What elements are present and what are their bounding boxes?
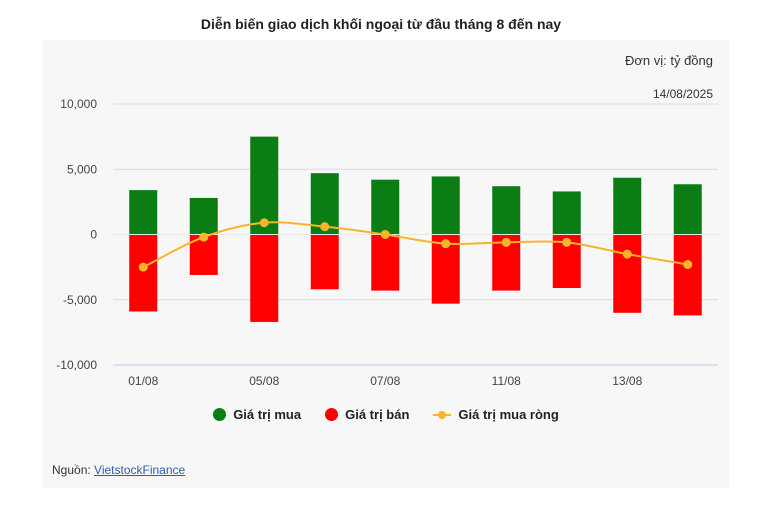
sell-bar — [613, 234, 642, 313]
sell-bar — [129, 234, 158, 312]
buy-bar — [613, 177, 642, 235]
legend-buy-label: Giá trị mua — [233, 407, 302, 422]
sell-bar — [673, 234, 702, 316]
date-label: 14/08/2025 — [652, 87, 713, 101]
y-tick-label: 0 — [90, 228, 97, 242]
source-label: Nguồn: — [52, 463, 91, 477]
chart-legend: Giá trị mua Giá trị bán Giá trị mua ròng — [43, 407, 729, 422]
net-point — [622, 249, 632, 259]
unit-label: Đơn vị: tỷ đồng — [624, 53, 713, 68]
y-tick-label: -10,000 — [56, 358, 97, 372]
legend-item-buy[interactable]: Giá trị mua — [213, 407, 301, 422]
buy-bar — [371, 179, 400, 235]
net-point — [138, 262, 148, 272]
sell-bar — [310, 234, 339, 290]
chart-panel: Đơn vị: tỷ đồng 14/08/2025 10,000 5,000 0 -… — [43, 40, 729, 488]
buy-bar — [552, 191, 581, 235]
buy-bar — [492, 186, 521, 235]
buy-bar — [129, 190, 158, 235]
legend-buy-marker — [213, 408, 227, 421]
buy-bar — [189, 197, 218, 235]
net-point — [259, 218, 269, 228]
net-line — [142, 221, 688, 269]
y-tick-label: -5,000 — [63, 293, 97, 307]
x-tick-label: 11/08 — [492, 374, 521, 388]
x-tick-label: 07/08 — [370, 374, 400, 388]
net-point — [501, 237, 511, 247]
net-point — [441, 239, 451, 249]
sell-bar — [371, 234, 400, 291]
legend-item-sell[interactable]: Giá trị bán — [325, 407, 409, 422]
net-point — [320, 222, 330, 232]
buy-bar — [673, 184, 702, 235]
y-tick-label: 10,000 — [60, 97, 97, 111]
buy-bar — [250, 136, 279, 235]
net-point — [199, 232, 209, 242]
legend-item-net[interactable]: Giá trị mua ròng — [433, 407, 559, 422]
buy-bar — [431, 176, 460, 235]
chart-title: Diễn biến giao dịch khối ngoại từ đầu th… — [200, 16, 562, 32]
source-line: Nguồn: VietstockFinance — [52, 463, 185, 477]
x-tick-label: 01/08 — [128, 374, 158, 388]
legend-sell-label: Giá trị bán — [345, 407, 410, 422]
legend-net-label: Giá trị mua ròng — [458, 407, 559, 422]
net-point — [683, 260, 693, 270]
legend-sell-marker — [325, 408, 339, 421]
net-point — [380, 230, 390, 239]
source-link[interactable]: VietstockFinance — [94, 463, 186, 477]
legend-net-marker — [433, 409, 452, 421]
x-tick-label: 05/08 — [249, 374, 279, 388]
chart-plot-area: 10,000 5,000 0 -5,000 -10,000 01/08 05/08 07/08… — [56, 97, 718, 388]
net-point — [562, 237, 572, 247]
y-tick-label: 5,000 — [67, 162, 97, 176]
x-tick-label: 13/08 — [612, 374, 642, 388]
sell-bar — [250, 234, 279, 322]
